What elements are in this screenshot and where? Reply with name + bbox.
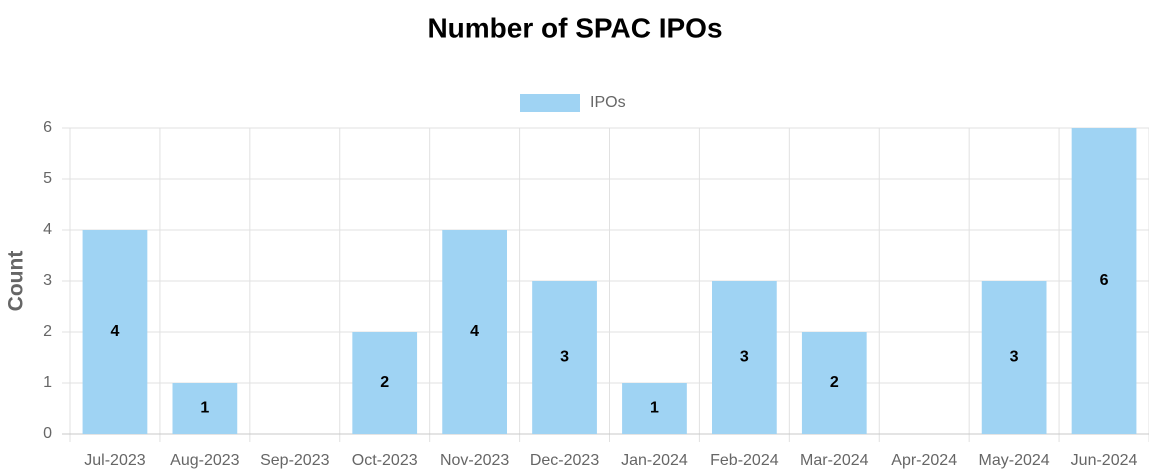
- bar: [82, 230, 148, 434]
- x-tick-label: Jun-2024: [1071, 452, 1138, 469]
- y-tick-label: 2: [43, 323, 52, 340]
- y-axis-title: Count: [5, 251, 28, 312]
- x-tick-label: Jan-2024: [621, 452, 688, 469]
- bar: [532, 281, 597, 434]
- y-tick-label: 6: [43, 119, 52, 136]
- bar: [1071, 128, 1137, 434]
- bar: [981, 281, 1047, 434]
- bar: [172, 383, 238, 434]
- y-tick-label: 4: [43, 221, 52, 238]
- value-label: 3: [740, 349, 749, 366]
- y-tick-label: 0: [43, 425, 52, 442]
- bar: [352, 332, 418, 434]
- x-tick-label: Jul-2023: [84, 452, 145, 469]
- x-tick-label: Aug-2023: [170, 452, 239, 469]
- chart-title: Number of SPAC IPOs: [427, 12, 722, 43]
- legend-label: IPOs: [590, 94, 626, 111]
- y-tick-label: 1: [43, 374, 52, 391]
- value-label: 4: [470, 323, 479, 340]
- x-tick-label: May-2024: [979, 452, 1050, 469]
- x-tick-label: Dec-2023: [530, 452, 599, 469]
- bar: [801, 332, 867, 434]
- x-tick-label: Nov-2023: [440, 452, 509, 469]
- bar: [442, 230, 507, 434]
- value-label: 2: [830, 374, 839, 391]
- x-tick-label: Sep-2023: [260, 452, 329, 469]
- value-label: 1: [200, 400, 209, 417]
- x-tick-label: Mar-2024: [800, 452, 869, 469]
- value-label: 4: [111, 323, 120, 340]
- value-label: 6: [1100, 272, 1109, 289]
- value-label: 3: [1010, 349, 1019, 366]
- value-label: 1: [650, 400, 659, 417]
- value-label: 2: [380, 374, 389, 391]
- bar: [622, 383, 687, 434]
- y-tick-label: 5: [43, 170, 52, 187]
- value-label: 3: [560, 349, 569, 366]
- legend-swatch: [520, 94, 580, 112]
- x-tick-label: Apr-2024: [891, 452, 957, 469]
- x-tick-label: Feb-2024: [710, 452, 779, 469]
- bar: [712, 281, 777, 434]
- x-tick-label: Oct-2023: [352, 452, 418, 469]
- y-tick-label: 3: [43, 272, 52, 289]
